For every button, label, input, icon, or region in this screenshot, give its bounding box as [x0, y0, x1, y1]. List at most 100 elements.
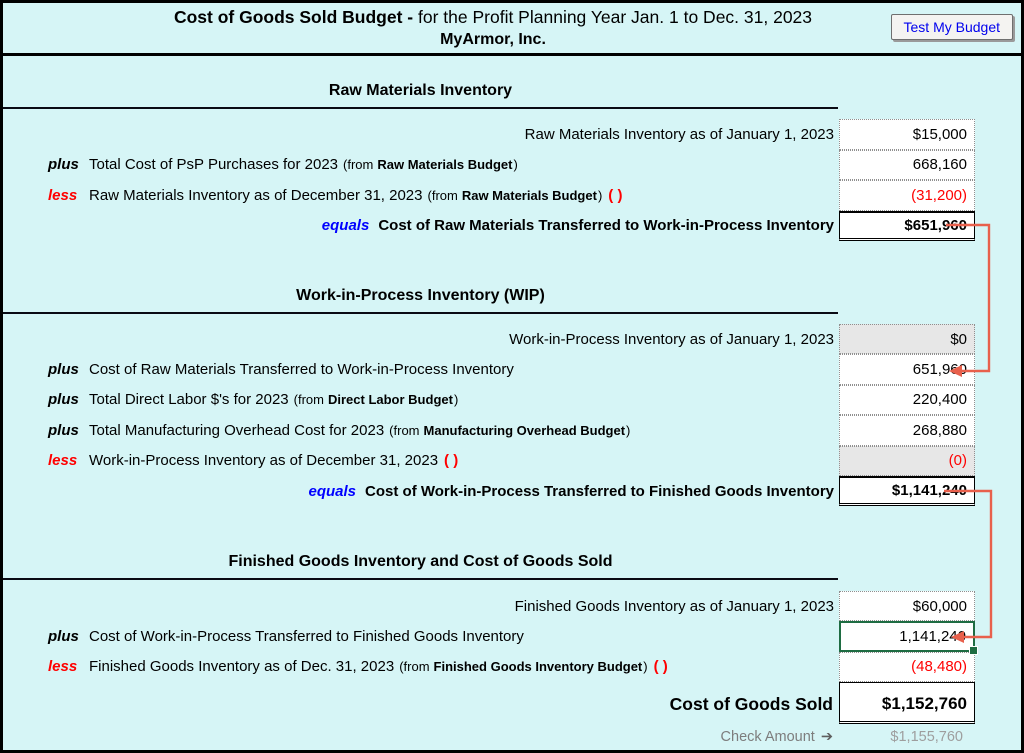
table-row: Raw Materials Inventory as of January 1,… [3, 119, 975, 150]
raw-materials-rows: Raw Materials Inventory as of January 1,… [3, 119, 975, 241]
from-post: ) [643, 659, 648, 675]
page-title: Cost of Goods Sold Budget - for the Prof… [3, 6, 983, 51]
table-row: Work-in-Process Inventory as of January … [3, 324, 975, 355]
row-label-text: Finished Goods Inventory as of Dec. 31, … [89, 658, 395, 676]
from-post: ) [597, 187, 603, 203]
from-budget-name: Raw Materials Budget [377, 157, 513, 173]
cell-wip-begin-inventory[interactable]: $0 [839, 324, 975, 355]
row-label-text: Work-in-Process Inventory as of January … [509, 330, 834, 348]
from-pre: (from [389, 422, 420, 438]
cell-value: $1,152,760 [881, 694, 967, 713]
operator-plus: plus [48, 361, 79, 379]
cell-wip-overhead[interactable]: 268,880 [839, 415, 975, 446]
operator-plus: plus [48, 156, 79, 174]
row-label: equals Cost of Raw Materials Transferred… [3, 211, 839, 242]
cell-cogs-total[interactable]: $1,152,760 [839, 682, 975, 724]
section-heading-finished-goods: Finished Goods Inventory and Cost of Goo… [3, 552, 838, 580]
red-parens: ( ) [608, 186, 623, 204]
from-post: ) [626, 422, 631, 438]
cell-value: 1,141,240 [899, 628, 966, 646]
table-row: less Raw Materials Inventory as of Decem… [3, 180, 975, 211]
table-row: plus Total Direct Labor $'s for 2023 (fr… [3, 384, 975, 416]
table-row: equals Cost of Raw Materials Transferred… [3, 210, 975, 242]
cogs-total-row: Cost of Goods Sold $1,152,760 [3, 682, 975, 724]
title-line: Cost of Goods Sold Budget - for the Prof… [3, 6, 983, 28]
cell-value: $0 [950, 330, 967, 348]
row-label-text: Cost of Work-in-Process Transferred to F… [89, 628, 524, 646]
cell-rm-end-inventory[interactable]: (31,200) [839, 180, 975, 211]
red-parens: ( ) [653, 658, 668, 676]
row-label: plus Cost of Work-in-Process Transferred… [3, 621, 839, 651]
cell-value: 220,400 [912, 391, 967, 409]
row-label-text: Finished Goods Inventory as of January 1… [514, 597, 834, 615]
finished-goods-rows: Finished Goods Inventory as of January 1… [3, 591, 978, 683]
operator-equals: equals [308, 482, 357, 500]
right-arrow-icon: ➔ [820, 729, 833, 745]
table-row: plus Cost of Work-in-Process Transferred… [3, 621, 978, 655]
from-budget-name: Direct Labor Budget [327, 392, 453, 408]
cell-value: (31,200) [911, 186, 967, 204]
row-label: Finished Goods Inventory as of January 1… [3, 591, 839, 621]
row-label-text: Total Cost of PsP Purchases for 2023 [89, 156, 339, 174]
operator-plus: plus [48, 628, 79, 646]
header-band: Cost of Goods Sold Budget - for the Prof… [3, 3, 1021, 56]
row-label-text: Cost of Raw Materials Transferred to Wor… [378, 217, 834, 235]
cell-wip-end-inventory[interactable]: (0) [839, 445, 975, 476]
table-row: equals Cost of Work-in-Process Transferr… [3, 475, 975, 507]
check-amount-label: Check Amount [720, 729, 815, 745]
table-row: Finished Goods Inventory as of January 1… [3, 591, 975, 622]
section-heading-wip: Work-in-Process Inventory (WIP) [3, 286, 838, 314]
table-row: plus Total Manufacturing Overhead Cost f… [3, 415, 975, 446]
section-heading-raw-materials: Raw Materials Inventory [3, 81, 838, 109]
from-pre: (from [293, 392, 324, 408]
cell-fg-begin-inventory[interactable]: $60,000 [839, 591, 975, 622]
from-budget-name: Manufacturing Overhead Budget [423, 422, 626, 438]
from-budget-name: Raw Materials Budget [461, 187, 597, 203]
cell-value: $15,000 [912, 125, 967, 143]
from-pre: (from [427, 187, 458, 203]
operator-plus: plus [48, 421, 79, 439]
row-label: plus Total Cost of PsP Purchases for 202… [3, 150, 839, 181]
cell-value: $651,960 [904, 216, 967, 234]
cell-wip-raw-materials-in[interactable]: 651,960 [839, 354, 975, 385]
title-rest: for the Profit Planning Year Jan. 1 to D… [418, 7, 813, 27]
operator-less: less [48, 186, 78, 204]
row-label-text: Total Manufacturing Overhead Cost for 20… [89, 421, 385, 439]
table-row: less Work-in-Process Inventory as of Dec… [3, 445, 975, 476]
row-label-text: Cost of Work-in-Process Transferred to F… [365, 482, 834, 500]
row-label-text: Total Direct Labor $'s for 2023 [89, 391, 289, 409]
cell-fg-end-inventory[interactable]: (48,480) [839, 651, 975, 683]
red-parens: ( ) [444, 452, 459, 470]
from-note: (from Finished Goods Inventory Budget) [399, 659, 647, 674]
cell-value: 268,880 [912, 421, 967, 439]
cell-value: $60,000 [912, 597, 967, 615]
operator-less: less [48, 452, 78, 470]
cell-wip-direct-labor[interactable]: 220,400 [839, 384, 975, 416]
selected-cell-wip-transfer-in[interactable]: 1,141,240 [839, 621, 978, 655]
from-budget-name: Finished Goods Inventory Budget [433, 659, 643, 675]
cell-value: $1,141,240 [891, 482, 967, 500]
from-pre: (from [399, 659, 430, 675]
cell-value: 651,960 [912, 361, 967, 379]
fill-handle[interactable] [969, 645, 978, 655]
table-row: less Finished Goods Inventory as of Dec.… [3, 651, 975, 683]
test-my-budget-button[interactable]: Test My Budget [890, 14, 1013, 40]
cogs-label: Cost of Goods Sold [669, 694, 833, 714]
row-label-text: Work-in-Process Inventory as of December… [89, 452, 439, 470]
wip-rows: Work-in-Process Inventory as of January … [3, 324, 975, 507]
row-label: less Finished Goods Inventory as of Dec.… [3, 652, 839, 682]
operator-less: less [48, 658, 78, 676]
cell-wip-transferred-total[interactable]: $1,141,240 [839, 475, 975, 507]
row-label-text: Raw Materials Inventory as of December 3… [89, 186, 423, 204]
cell-rm-begin-inventory[interactable]: $15,000 [839, 119, 975, 150]
row-label: less Raw Materials Inventory as of Decem… [3, 180, 839, 211]
check-amount-row: Check Amount ➔ $1,155,760 [3, 727, 975, 747]
operator-equals: equals [321, 217, 370, 235]
row-label-text: Cost of Raw Materials Transferred to Wor… [89, 361, 514, 379]
from-note: (from Raw Materials Budget) [428, 188, 603, 203]
cell-rm-purchases[interactable]: 668,160 [839, 149, 975, 180]
row-label: equals Cost of Work-in-Process Transferr… [3, 476, 839, 506]
cell-rm-transferred-total[interactable]: $651,960 [839, 210, 975, 241]
from-post: ) [513, 157, 518, 173]
